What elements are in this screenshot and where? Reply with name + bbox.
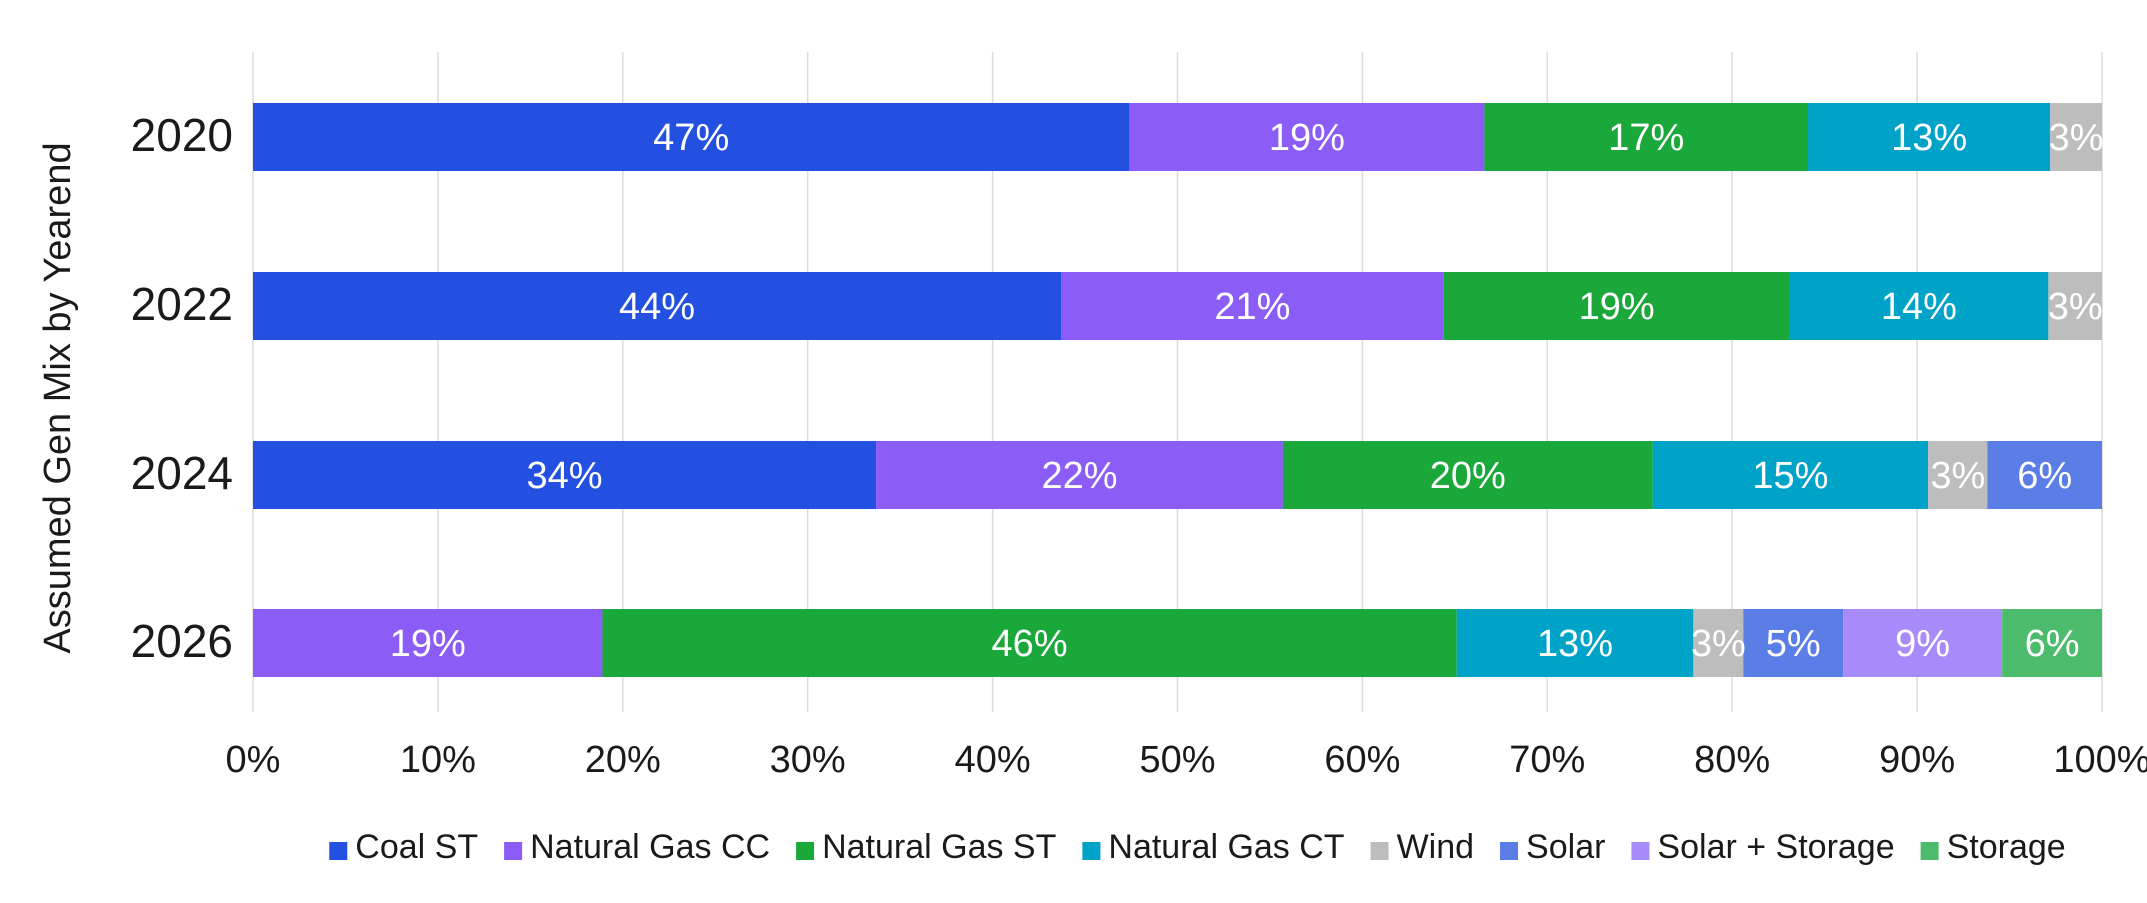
x-tick-label: 40%	[955, 739, 1031, 781]
legend-swatch	[1920, 842, 1939, 860]
bar-segment	[1282, 441, 1653, 509]
legend-swatch	[1082, 842, 1101, 860]
legend-item: Storage	[1920, 828, 2066, 866]
data-label: 3%	[1691, 623, 1746, 665]
data-labels: 47% 19% 17% 13% 3% 44% 21% 19% 14% 3% 34% 22% 20% 15%…	[390, 117, 2104, 665]
bar-segment	[2050, 103, 2102, 171]
legend-swatch	[504, 842, 523, 860]
data-label: 19%	[1579, 286, 1655, 328]
legend-label: Solar	[1526, 828, 1605, 866]
data-label: 14%	[1881, 286, 1957, 328]
bar-segment	[1061, 272, 1444, 340]
bar-segment	[1808, 103, 2051, 171]
data-label: 22%	[1041, 455, 1117, 497]
bar-segment	[1693, 609, 1744, 677]
x-tick-label: 30%	[770, 739, 846, 781]
data-label: 3%	[2049, 117, 2104, 159]
legend-swatch	[796, 842, 815, 860]
x-tick-label: 10%	[400, 739, 476, 781]
legend-label: Wind	[1397, 828, 1474, 866]
data-label: 34%	[527, 455, 603, 497]
x-tick-label: 80%	[1694, 739, 1770, 781]
legend-label: Storage	[1947, 828, 2066, 866]
data-label: 19%	[390, 623, 466, 665]
data-label: 9%	[1895, 623, 1950, 665]
legend-label: Solar + Storage	[1657, 828, 1894, 866]
data-label: 13%	[1891, 117, 1967, 159]
bar-segment	[253, 103, 1130, 171]
bar-segment	[253, 272, 1062, 340]
legend-item: Natural Gas ST	[796, 828, 1056, 866]
y-tick-label: 2020	[131, 109, 233, 161]
legend-item: Coal ST	[329, 828, 478, 866]
data-label: 46%	[992, 623, 1068, 665]
bar-segment	[1652, 441, 1929, 509]
data-label: 44%	[619, 286, 695, 328]
bar-segment	[253, 441, 877, 509]
legend-item: Solar + Storage	[1631, 828, 1895, 866]
y-tick-label: 2026	[131, 615, 233, 667]
data-label: 20%	[1430, 455, 1506, 497]
x-tick-label: 100%	[2053, 739, 2147, 781]
x-tick-label: 50%	[1139, 739, 1215, 781]
axes: 0% 10% 20% 30% 40% 50% 60% 70% 80% 90% 100% 2020 202…	[131, 109, 2147, 781]
y-tick-label: 2024	[131, 447, 233, 499]
legend-label: Natural Gas ST	[822, 828, 1056, 866]
data-label: 5%	[1766, 623, 1821, 665]
bar-segment	[602, 609, 1457, 677]
legend-label: Natural Gas CC	[530, 828, 770, 866]
y-axis-title: Assumed Gen Mix by Yearend	[37, 142, 79, 653]
bar-segment	[876, 441, 1283, 509]
data-label: 21%	[1214, 286, 1290, 328]
y-tick-label: 2022	[131, 278, 233, 330]
bar-segment	[1484, 103, 1809, 171]
bar-segment	[1843, 609, 2003, 677]
legend-item: Natural Gas CC	[504, 828, 770, 866]
bar-segment	[2002, 609, 2102, 677]
data-label: 3%	[1930, 455, 1985, 497]
legend-label: Natural Gas CT	[1108, 828, 1344, 866]
x-tick-label: 70%	[1509, 739, 1585, 781]
legend-item: Solar	[1500, 828, 1605, 866]
bar-segment	[1987, 441, 2102, 509]
legend: Coal ST Natural Gas CC Natural Gas ST Natur…	[329, 828, 2066, 866]
x-tick-label: 20%	[585, 739, 661, 781]
legend-swatch	[329, 842, 348, 860]
bars	[253, 103, 2102, 677]
legend-item: Wind	[1370, 828, 1474, 866]
bar-segment	[1129, 103, 1485, 171]
data-label: 6%	[2017, 455, 2072, 497]
bar-segment	[253, 609, 603, 677]
bar-segment	[1928, 441, 1988, 509]
data-label: 17%	[1608, 117, 1684, 159]
bar-segment	[1443, 272, 1790, 340]
x-tick-label: 60%	[1324, 739, 1400, 781]
legend-label: Coal ST	[355, 828, 478, 866]
x-tick-label: 90%	[1879, 739, 1955, 781]
data-label: 47%	[653, 117, 729, 159]
data-label: 13%	[1537, 623, 1613, 665]
x-tick-label: 0%	[226, 739, 281, 781]
legend-swatch	[1370, 842, 1389, 860]
bar-segment	[1456, 609, 1694, 677]
data-label: 3%	[2048, 286, 2103, 328]
bar-segment	[1743, 609, 1844, 677]
bar-segment	[1789, 272, 2049, 340]
data-label: 6%	[2025, 623, 2080, 665]
legend-item: Natural Gas CT	[1082, 828, 1345, 866]
data-label: 19%	[1269, 117, 1345, 159]
legend-swatch	[1631, 842, 1650, 860]
bar-segment	[2048, 272, 2102, 340]
data-label: 15%	[1752, 455, 1828, 497]
legend-swatch	[1500, 842, 1519, 860]
